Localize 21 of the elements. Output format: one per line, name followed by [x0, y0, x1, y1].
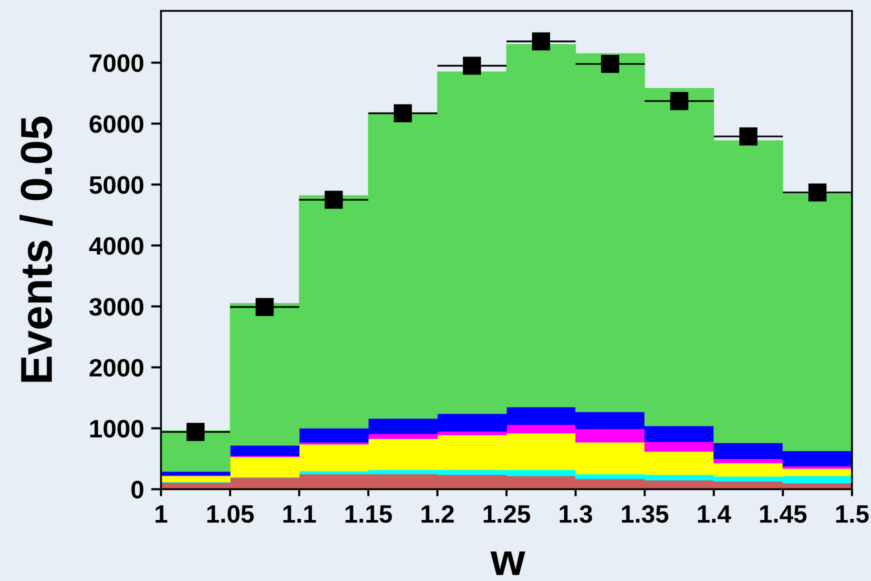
x-tick-label: 1.3 [560, 505, 592, 523]
y-tick-label: 7000 [90, 54, 144, 72]
y-tick-label: 0 [131, 480, 144, 499]
y-tick-label: 6000 [90, 115, 144, 133]
y-tick-label: 3000 [89, 298, 144, 316]
x-tick-label: 1.15 [346, 505, 392, 523]
x-tick-label: 1.25 [484, 505, 530, 523]
x-axis-title: w [490, 552, 526, 575]
x-tick-label: 1.4 [698, 505, 732, 523]
y-tick-label: 5000 [89, 176, 144, 194]
x-tick-label: 1.5 [836, 505, 869, 523]
y-tick-label: 1000 [90, 420, 144, 438]
x-tick-label: 1 [156, 505, 168, 523]
y-tick-label: 2000 [90, 358, 144, 377]
y-axis-title: Events / 0.05 [20, 116, 53, 382]
y-tick-label: 4000 [89, 237, 144, 255]
x-tick-label: 1.1 [283, 505, 316, 523]
x-tick-label: 1.35 [622, 505, 668, 523]
x-tick-label: 1.45 [760, 505, 807, 523]
x-tick-label: 1.2 [422, 505, 454, 523]
x-tick-label: 1.05 [207, 505, 254, 523]
